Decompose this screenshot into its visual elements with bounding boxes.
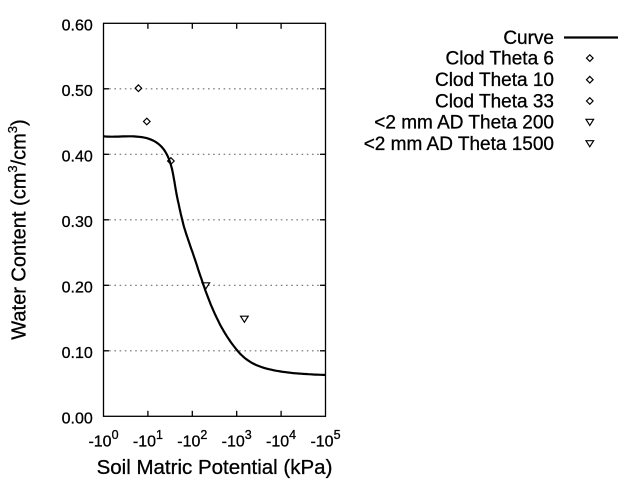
svg-text:-104: -104 <box>266 428 296 450</box>
svg-text:-102: -102 <box>177 428 207 450</box>
svg-text:0.40: 0.40 <box>62 148 93 165</box>
svg-text:0.00: 0.00 <box>62 410 93 427</box>
svg-text:0.20: 0.20 <box>62 279 93 296</box>
svg-text:0.10: 0.10 <box>62 345 93 362</box>
svg-text:Curve: Curve <box>503 28 554 49</box>
svg-text:Soil Matric Potential (kPa): Soil Matric Potential (kPa) <box>97 456 333 479</box>
svg-text:-103: -103 <box>222 428 252 450</box>
svg-text:<2 mm AD Theta 200: <2 mm AD Theta 200 <box>374 113 554 134</box>
svg-text:0.30: 0.30 <box>62 214 93 231</box>
svg-text:-105: -105 <box>310 428 340 450</box>
svg-text:<2 mm AD Theta 1500: <2 mm AD Theta 1500 <box>364 134 554 155</box>
svg-text:Clod Theta 33: Clod Theta 33 <box>435 92 554 113</box>
svg-text:-101: -101 <box>133 428 163 450</box>
svg-text:0.50: 0.50 <box>62 83 93 100</box>
svg-text:-100: -100 <box>88 428 118 450</box>
svg-text:Clod Theta 10: Clod Theta 10 <box>435 70 554 91</box>
svg-text:0.60: 0.60 <box>62 17 93 34</box>
svg-text:Water Content (cm3/cm3): Water Content (cm3/cm3) <box>5 119 31 339</box>
svg-text:Clod Theta 6: Clod Theta 6 <box>446 49 554 70</box>
